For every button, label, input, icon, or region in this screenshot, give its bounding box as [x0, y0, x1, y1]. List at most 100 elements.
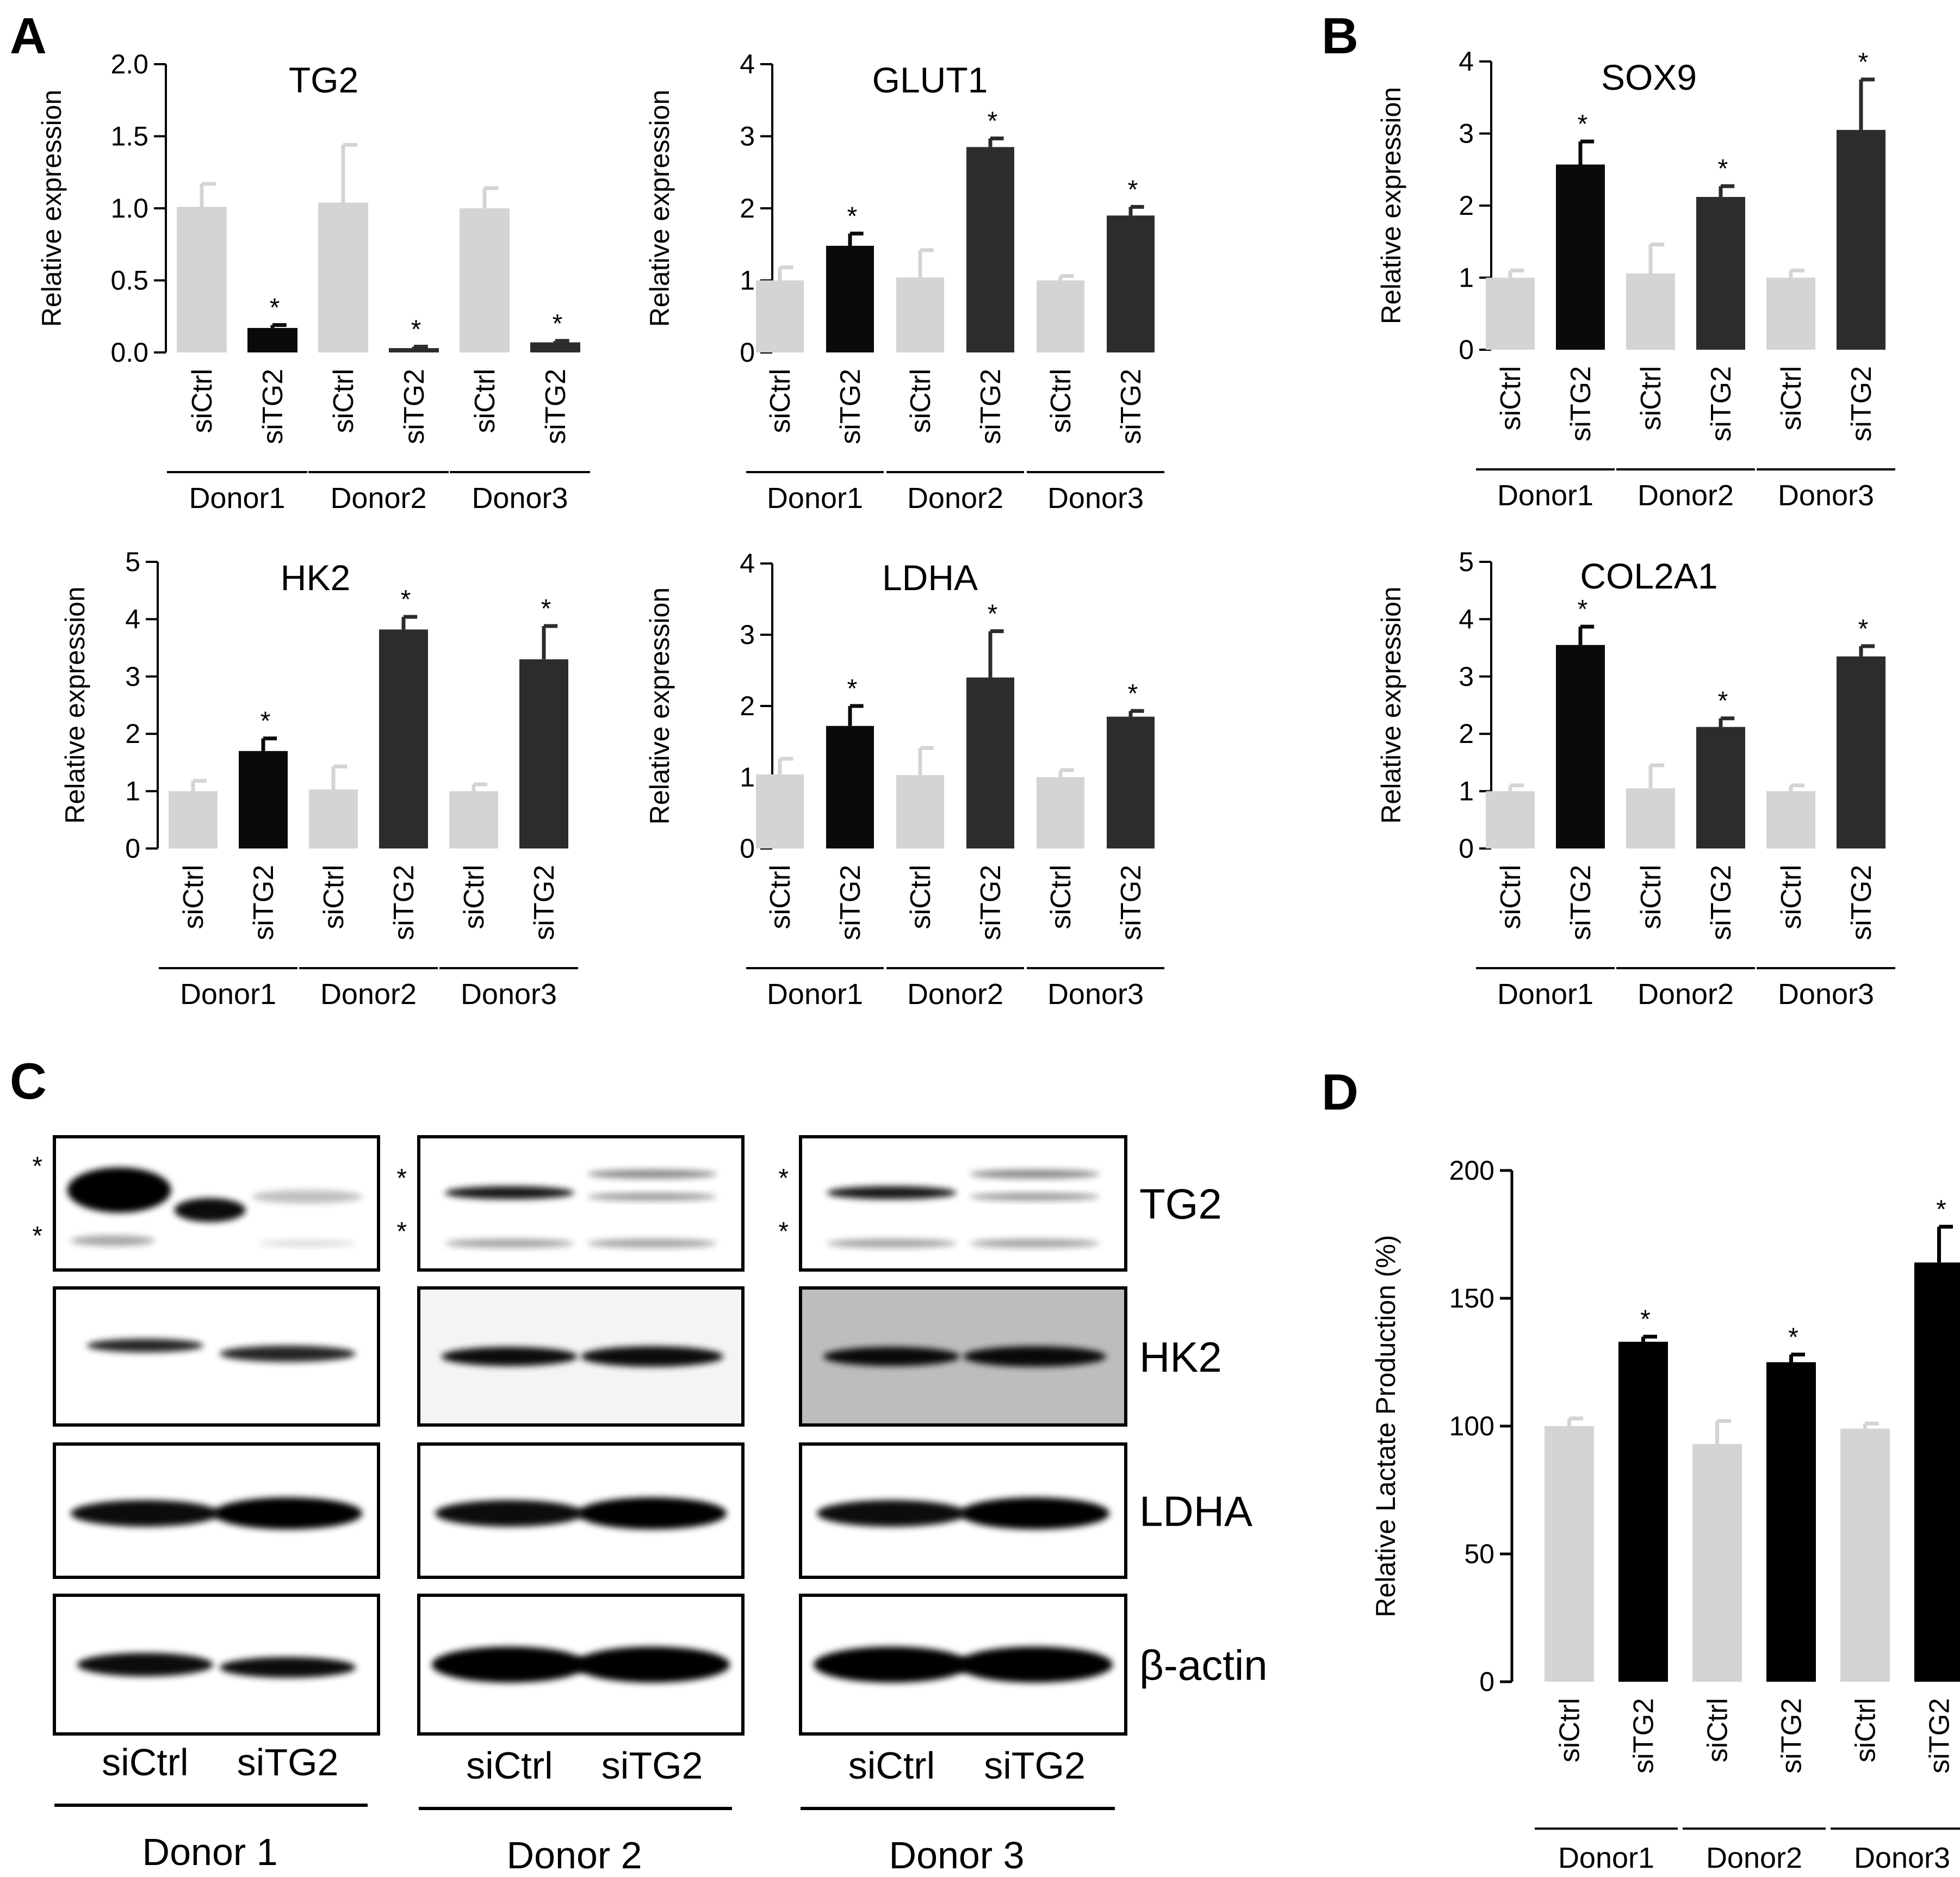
x-tick-label: siCtrl — [458, 865, 490, 929]
x-tick-label: siTG2 — [1565, 865, 1597, 940]
protein-band — [969, 1192, 1100, 1201]
significance-star: * — [553, 309, 563, 338]
group-label-donor1: Donor1 — [180, 978, 276, 1011]
y-axis-label: Relative expression — [1376, 87, 1406, 324]
bar-sictrl — [756, 280, 804, 352]
significance-star: * — [401, 585, 411, 614]
nonspecific-band-star: * — [396, 1164, 407, 1193]
x-tick-label: siCtrl — [1554, 1698, 1586, 1762]
protein-band — [431, 1646, 587, 1683]
chart-1: 0 1 2 3 4 Relative expression GLUT1 siCtrl * siTG… — [644, 49, 1164, 515]
group-label-donor3: Donor3 — [1778, 479, 1874, 512]
blot-panel — [53, 1594, 380, 1736]
x-tick-label: siTG2 — [1705, 366, 1737, 442]
bar-sictrl — [177, 207, 227, 352]
y-tick-label: 0 — [740, 337, 755, 368]
significance-star: * — [1640, 1305, 1651, 1334]
protein-band — [969, 1169, 1100, 1179]
protein-band — [70, 1235, 155, 1246]
y-tick-label: 0 — [1479, 1667, 1494, 1697]
y-tick-label: 100 — [1449, 1411, 1494, 1441]
protein-band — [213, 1497, 363, 1529]
y-tick-label: 4 — [740, 548, 755, 579]
donor-label: Donor 2 — [507, 1834, 642, 1876]
bar-sitg2 — [1696, 727, 1745, 848]
y-tick-label: 4 — [125, 604, 140, 634]
bar-sitg2 — [966, 677, 1014, 848]
bar-sictrl — [1037, 777, 1084, 848]
bar-sitg2 — [239, 751, 288, 848]
blot-panel — [53, 1135, 380, 1272]
x-tick-label: siCtrl — [765, 369, 796, 433]
bar-sictrl — [449, 791, 498, 848]
protein-band — [578, 1497, 727, 1529]
blot-panel — [799, 1594, 1127, 1736]
y-axis-label: Relative expression — [36, 90, 67, 327]
significance-star: * — [1718, 687, 1728, 716]
protein-label: TG2 — [1139, 1180, 1222, 1228]
x-tick-label: siCtrl — [1702, 1698, 1734, 1762]
bar-sitg2 — [1107, 215, 1155, 352]
chart-2: 0 1 2 3 4 Relative expression SOX9 siCtrl * siTG2… — [1376, 46, 1895, 512]
bar-sitg2 — [1914, 1262, 1960, 1682]
lane-label: siCtrl — [466, 1744, 553, 1787]
chart-6: 0 50 100 150 200 Relative Lactate Production … — [1370, 1155, 1960, 1874]
protein-band — [219, 1657, 356, 1678]
chart-title: COL2A1 — [1580, 556, 1717, 596]
bar-sitg2 — [826, 245, 874, 352]
y-tick-label: 3 — [740, 620, 755, 650]
donor-label: Donor 1 — [142, 1831, 278, 1873]
significance-star: * — [1718, 154, 1728, 183]
x-tick-label: siCtrl — [765, 865, 796, 929]
blot-panel — [417, 1135, 745, 1272]
x-tick-label: siTG2 — [257, 369, 289, 444]
x-tick-label: siTG2 — [835, 369, 866, 444]
significance-star: * — [1128, 175, 1138, 204]
x-tick-label: siTG2 — [1924, 1698, 1956, 1774]
chart-5: 0 1 2 3 4 5 Relative expression COL2A1 siCtrl * si… — [1376, 547, 1895, 1011]
x-tick-label: siCtrl — [178, 865, 209, 929]
group-label-donor1: Donor1 — [1497, 978, 1593, 1011]
x-tick-label: siCtrl — [469, 369, 501, 433]
group-label-donor3: Donor3 — [1854, 1842, 1950, 1874]
protein-band — [963, 1346, 1107, 1367]
bar-sitg2 — [519, 659, 568, 848]
protein-band — [441, 1347, 578, 1366]
protein-band — [258, 1240, 356, 1247]
bar-sitg2 — [1837, 656, 1885, 848]
y-tick-label: 5 — [125, 547, 140, 577]
x-tick-label: siTG2 — [399, 369, 430, 444]
bar-sitg2 — [379, 629, 428, 848]
panel-label-b: B — [1322, 7, 1359, 64]
protein-band — [969, 1238, 1100, 1248]
y-tick-label: 3 — [125, 661, 140, 692]
bar-sictrl — [896, 775, 944, 848]
protein-band — [444, 1186, 575, 1200]
y-tick-label: 0 — [740, 833, 755, 864]
bar-sitg2 — [1556, 164, 1605, 350]
group-label-donor3: Donor3 — [472, 482, 568, 515]
x-tick-label: siTG2 — [1776, 1698, 1808, 1774]
y-tick-label: 3 — [1459, 661, 1474, 692]
protein-band — [70, 1500, 220, 1527]
protein-band — [587, 1169, 717, 1179]
bar-sictrl — [169, 791, 218, 848]
y-tick-label: 3 — [1459, 119, 1474, 149]
blot-panel — [799, 1135, 1127, 1272]
group-label-donor1: Donor1 — [1558, 1842, 1654, 1874]
significance-star: * — [541, 594, 551, 623]
protein-band — [960, 1497, 1110, 1529]
y-tick-label: 1 — [740, 762, 755, 792]
panel-label-d: D — [1322, 1063, 1359, 1120]
group-label-donor2: Donor2 — [907, 978, 1003, 1011]
group-label-donor2: Donor2 — [330, 482, 426, 515]
x-tick-label: siCtrl — [1045, 865, 1077, 929]
lane-label: siTG2 — [984, 1744, 1086, 1787]
protein-band — [444, 1238, 575, 1248]
bar-sitg2 — [1766, 1362, 1816, 1682]
y-tick-label: 50 — [1464, 1539, 1494, 1569]
y-tick-label: 4 — [1459, 46, 1474, 77]
chart-0: 0.0 0.5 1.0 1.5 2.0 Relative expression TG2 siC… — [36, 49, 590, 515]
y-tick-label: 2.0 — [110, 49, 148, 79]
group-label-donor1: Donor1 — [1497, 479, 1593, 512]
